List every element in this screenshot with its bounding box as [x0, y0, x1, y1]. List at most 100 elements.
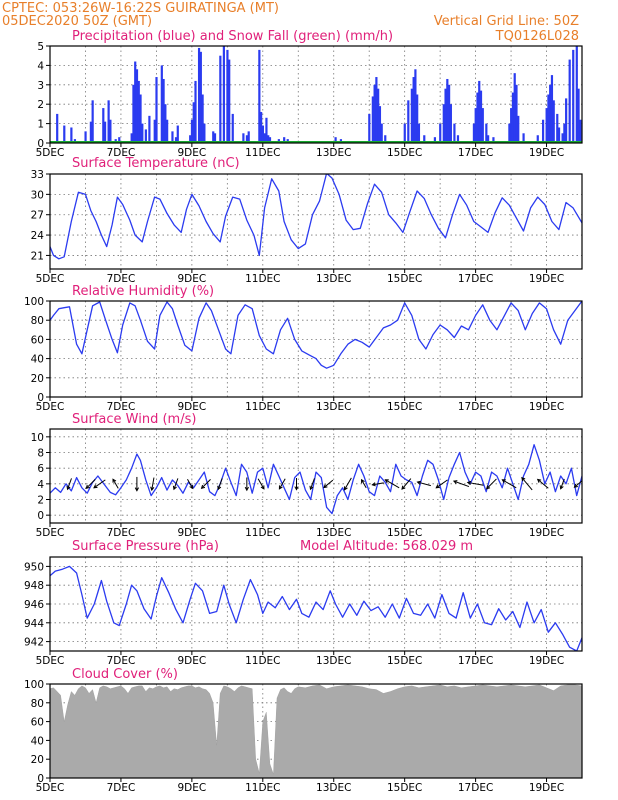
model-altitude: Model Altitude: 568.029 m	[300, 539, 473, 554]
precip-bar	[134, 61, 137, 143]
precip-bar	[481, 108, 484, 143]
wind-panel-frame	[49, 428, 583, 524]
y-tick-label: 944	[24, 618, 44, 630]
pressure-panel-frame	[49, 556, 583, 652]
wind-arrow-head	[278, 485, 283, 490]
y-tick-label: 4	[37, 479, 44, 491]
precip-bar	[485, 123, 488, 143]
precip-bar	[219, 55, 222, 143]
wind-arrow-head	[485, 485, 491, 490]
precip-bar	[449, 104, 452, 143]
precip-bar	[160, 65, 163, 143]
precip-bar	[446, 78, 449, 143]
x-tick-label: 15DEC	[387, 527, 422, 539]
wind-arrow-head	[66, 485, 71, 491]
wind-arrow-shaft	[201, 478, 211, 489]
wind-arrow-head	[416, 480, 422, 485]
precip-bar	[261, 125, 264, 143]
x-tick-label: 5DEC	[36, 655, 65, 667]
x-tick-label: 11DEC	[245, 401, 280, 413]
precip-bar	[203, 123, 206, 143]
wind-arrow-shaft	[502, 479, 517, 489]
x-tick-label: 19DEC	[529, 401, 564, 413]
precip-bar	[199, 51, 202, 143]
precip-bar	[176, 125, 179, 143]
wind-arrow-head	[323, 484, 328, 489]
precip-bar	[541, 119, 545, 143]
precip-bar	[228, 59, 231, 143]
wind-arrow	[521, 476, 533, 491]
x-tick-label: 9DEC	[177, 655, 206, 667]
precip-panel-title: Precipitation (blue) and Snow Fall (gree…	[72, 29, 393, 44]
precip-bar	[479, 90, 483, 143]
y-tick-label: 8	[37, 448, 44, 460]
wind-arrow-shaft	[385, 479, 400, 489]
wind-arrow-head	[501, 479, 506, 484]
precip-bar	[378, 106, 382, 143]
x-tick-label: 19DEC	[529, 655, 564, 667]
y-tick-label: 1	[37, 119, 44, 131]
precip-bar	[476, 92, 479, 143]
wind-arrow-shaft	[467, 481, 484, 486]
y-tick-label: 0	[37, 392, 44, 404]
precip-bar	[456, 135, 460, 143]
wind-panel: 0 2 4 6 8 10 5DEC 7DEC 9DEC 11DEC 13DEC 15DEC 17DEC 1…	[31, 428, 583, 539]
wind-arrow	[217, 478, 223, 491]
wind-arrow-head	[343, 486, 348, 491]
wind-arrow	[485, 478, 497, 490]
wind-arrow-head	[150, 486, 155, 492]
y-tick-label: 40	[31, 735, 44, 747]
wind-arrow	[435, 479, 448, 489]
y-tick-label: 3	[37, 80, 44, 92]
precip-bar	[577, 88, 580, 143]
cloud-panel-frame	[49, 683, 583, 779]
precip-bar	[192, 102, 195, 143]
precip-bar	[247, 131, 250, 143]
x-tick-label: 7DEC	[107, 401, 136, 413]
wind-arrow-head	[93, 484, 98, 489]
wind-arrow	[416, 480, 431, 487]
wind-arrow-head	[85, 484, 90, 490]
pressure-plot-area	[50, 565, 582, 651]
x-tick-label: 9DEC	[177, 401, 206, 413]
wind-plot-area	[50, 444, 582, 515]
precip-bar	[545, 108, 548, 143]
precip-bar	[194, 80, 197, 143]
temperature-panel-frame	[49, 173, 583, 270]
x-tick-label: 9DEC	[177, 273, 206, 285]
precip-bar	[84, 131, 87, 143]
wind-arrow-shaft	[173, 478, 179, 490]
wind-arrow-shaft	[435, 479, 448, 489]
pressure-series-line	[50, 565, 582, 651]
wind-arrow-head	[536, 478, 542, 483]
y-tick-label: 0	[37, 510, 44, 522]
precip-bar	[547, 94, 550, 143]
model-id: TQ0126L028	[495, 29, 579, 44]
y-tick-label: 80	[31, 698, 44, 710]
wind-arrow	[112, 478, 119, 489]
y-tick-label: 40	[31, 354, 44, 366]
x-tick-label: 5DEC	[36, 782, 65, 794]
precip-bar	[258, 49, 261, 143]
precip-bar	[568, 59, 571, 143]
wind-arrow	[371, 482, 384, 487]
precip-bar	[197, 47, 201, 143]
y-tick-label: 0	[37, 773, 44, 785]
wind-arrow-shaft	[537, 479, 549, 489]
temperature-plot-area	[50, 174, 582, 260]
x-tick-label: 17DEC	[458, 527, 493, 539]
x-tick-label: 17DEC	[458, 147, 493, 159]
precip-bar	[103, 121, 107, 143]
wind-arrow	[278, 478, 286, 490]
wind-arrow	[134, 476, 140, 492]
wind-arrow-head	[189, 484, 194, 490]
precip-bar	[549, 84, 552, 143]
wind-arrow	[452, 480, 470, 488]
wind-arrow	[559, 478, 565, 490]
wind-arrow	[294, 478, 299, 491]
y-tick-label: 100	[24, 679, 44, 691]
precip-bar	[561, 133, 564, 143]
x-tick-label: 15DEC	[387, 782, 422, 794]
wind-arrow-head	[309, 485, 314, 491]
precip-bar	[522, 133, 525, 143]
